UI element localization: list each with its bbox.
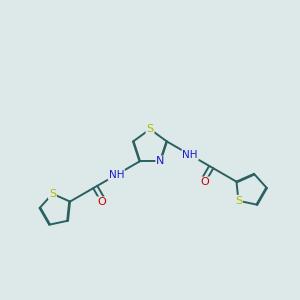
Text: NH: NH (182, 150, 198, 160)
Text: O: O (201, 177, 209, 188)
Text: S: S (235, 196, 242, 206)
Text: S: S (146, 124, 154, 134)
Text: S: S (49, 189, 56, 199)
Text: NH: NH (109, 170, 124, 180)
Text: O: O (97, 197, 106, 207)
Text: N: N (156, 157, 165, 166)
